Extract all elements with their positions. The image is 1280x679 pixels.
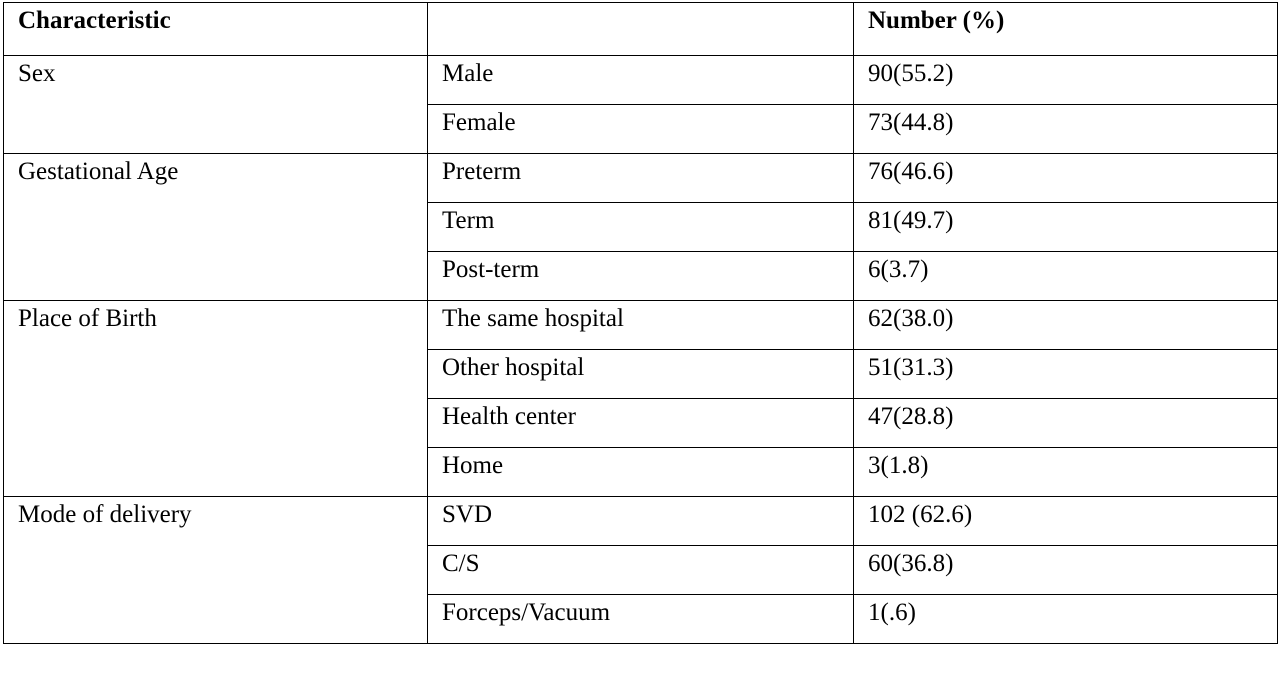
table-row: C/S 60(36.8) <box>4 545 1278 595</box>
table-row: Home 3(1.8) <box>4 447 1278 497</box>
header-cell: Number (%) <box>853 2 1278 56</box>
number-cell: 47(28.8) <box>853 398 1278 448</box>
table-row: Mode of delivery SVD 102 (62.6) <box>3 496 1278 644</box>
number-cell: 62(38.0) <box>853 300 1278 350</box>
category-cell: Home <box>427 447 854 497</box>
category-cell: Male <box>427 55 854 105</box>
number-cell: 1(.6) <box>853 594 1278 644</box>
table-row: Place of Birth The same hospital 62(38.0) <box>3 300 1278 497</box>
category-cell: Other hospital <box>427 349 854 399</box>
category-cell: Female <box>427 104 854 154</box>
header-row: Characteristic Number (%) <box>3 2 1278 56</box>
table-row: Health center 47(28.8) <box>4 398 1278 448</box>
category-cell: C/S <box>427 545 854 595</box>
group-label: Place of Birth <box>3 300 428 497</box>
number-cell: 51(31.3) <box>853 349 1278 399</box>
number-cell: 3(1.8) <box>853 447 1278 497</box>
group-label: Mode of delivery <box>3 496 428 644</box>
table-row: Gestational Age Preterm 76(46.6) <box>3 153 1278 301</box>
characteristics-table: Characteristic Number (%) Sex Male 90(55.2… <box>3 2 1278 644</box>
number-cell: 73(44.8) <box>853 104 1278 154</box>
category-cell: Term <box>427 202 854 252</box>
number-cell: 76(46.6) <box>853 153 1278 203</box>
table-row: Sex Male 90(55.2) <box>3 55 1278 154</box>
number-cell: 90(55.2) <box>853 55 1278 105</box>
table-body: Sex Male 90(55.2) Female 73(44.8) Gestational… <box>3 55 1278 644</box>
group-label: Sex <box>3 55 428 154</box>
number-cell: 102 (62.6) <box>853 496 1278 546</box>
number-cell: 60(36.8) <box>853 545 1278 595</box>
number-cell: 6(3.7) <box>853 251 1278 301</box>
table-row: Female 73(44.8) <box>4 104 1278 154</box>
header-cell: Characteristic <box>3 2 428 56</box>
header-cell <box>427 2 854 56</box>
category-cell: Forceps/Vacuum <box>427 594 854 644</box>
category-cell: Post-term <box>427 251 854 301</box>
category-cell: Health center <box>427 398 854 448</box>
table-row: Forceps/Vacuum 1(.6) <box>4 594 1278 644</box>
category-cell: SVD <box>427 496 854 546</box>
category-cell: Preterm <box>427 153 854 203</box>
category-cell: The same hospital <box>427 300 854 350</box>
number-cell: 81(49.7) <box>853 202 1278 252</box>
group-label: Gestational Age <box>3 153 428 301</box>
